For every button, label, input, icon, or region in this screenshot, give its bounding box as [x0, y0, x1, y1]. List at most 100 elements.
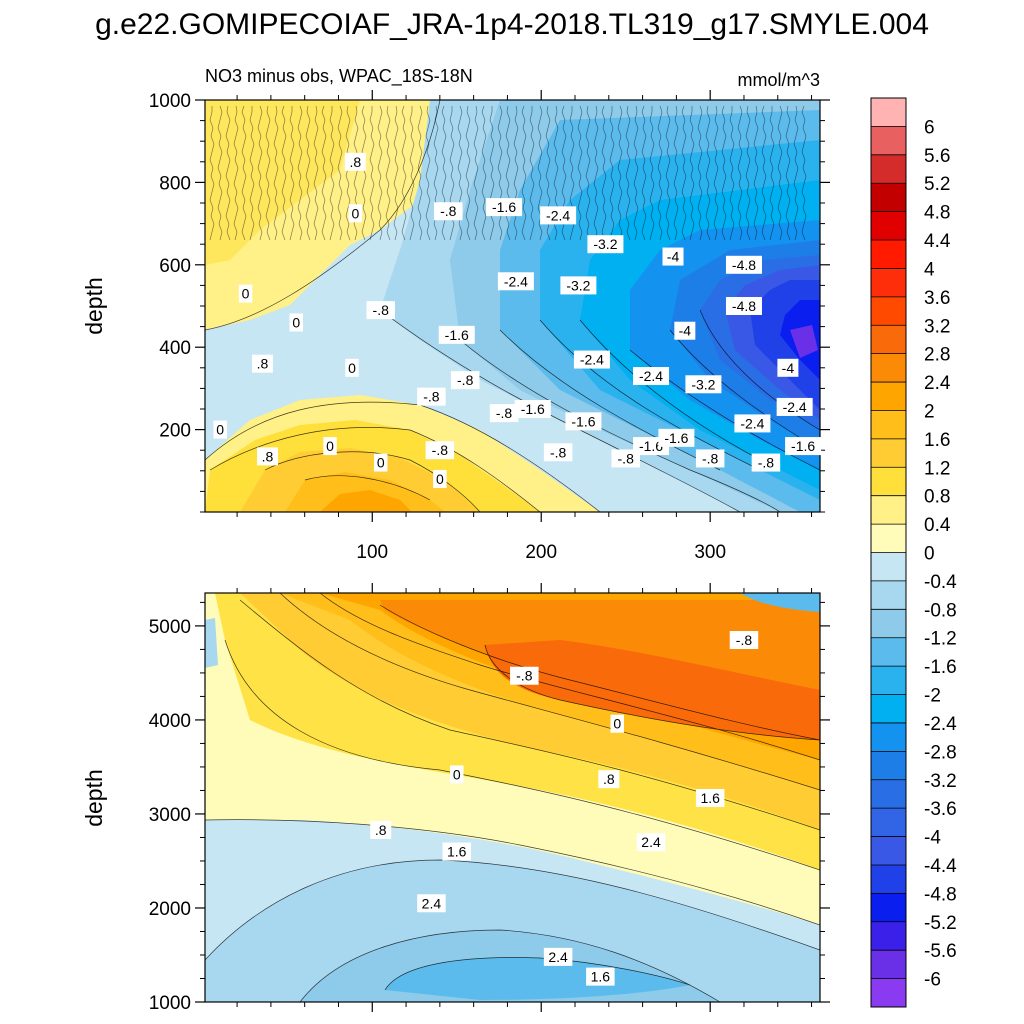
top-contour-label: 0: [213, 420, 227, 439]
top-contour-label: 0: [373, 453, 388, 472]
colorbar-swatch: [871, 154, 906, 184]
top-panel: NO3 minus obs, WPAC_18S-18N mmol/m^3: [81, 66, 830, 563]
svg-text:0: 0: [348, 360, 356, 376]
top-x-tick-label: 100: [356, 542, 388, 563]
svg-text:.8: .8: [257, 356, 269, 372]
svg-text:-.8: -.8: [550, 444, 567, 460]
colorbar-swatch: [871, 296, 906, 326]
colorbar-label: -4.8: [924, 884, 957, 905]
svg-text:-4.8: -4.8: [732, 257, 756, 273]
top-contour-label: -2.4: [633, 367, 670, 386]
top-contour-label: -1.6: [438, 325, 475, 344]
top-y-axis: 200 400 600 800 1000: [149, 91, 830, 513]
colorbar-label: -3.6: [924, 799, 957, 820]
colorbar-swatch: [871, 183, 906, 212]
svg-text:0: 0: [326, 438, 334, 454]
top-x-tick-label: 300: [694, 542, 726, 563]
top-contour-label: -3.2: [587, 235, 624, 254]
colorbar-label: -0.4: [924, 572, 957, 593]
svg-text:-4: -4: [667, 249, 680, 265]
svg-text:1.6: 1.6: [591, 969, 611, 985]
bottom-contour-label: 0: [449, 765, 464, 784]
colorbar-label: -2: [924, 686, 941, 707]
colorbar-swatch: [871, 211, 906, 241]
top-x-tick-label: 200: [525, 542, 557, 563]
top-contour-label: -4: [674, 321, 696, 340]
colorbar-label: -2.4: [924, 714, 957, 735]
svg-text:-1.6: -1.6: [571, 413, 595, 429]
svg-text:-2.4: -2.4: [504, 273, 528, 289]
top-contour-label: -2.4: [540, 206, 577, 225]
svg-text:.8: .8: [375, 822, 387, 838]
svg-text:-2.4: -2.4: [740, 415, 764, 431]
top-contour-label: -1.6: [565, 412, 602, 431]
top-contour-label: 0: [289, 313, 303, 332]
svg-text:2.4: 2.4: [422, 895, 442, 911]
svg-text:-4: -4: [782, 360, 795, 376]
svg-text:-.8: -.8: [373, 302, 390, 318]
colorbar-label: -0.8: [924, 600, 957, 621]
bottom-contour-label: 2.4: [636, 833, 666, 852]
colorbar-swatch: [871, 779, 906, 809]
bottom-contour-fill: [205, 593, 820, 1002]
top-contour-label: .8: [344, 152, 366, 171]
bottom-ylabel: depth: [81, 769, 107, 827]
colorbar-label: 0: [924, 544, 935, 565]
top-contour-fill: [205, 100, 820, 512]
top-x-axis: 100 200 300: [236, 90, 813, 563]
colorbar-swatch: [871, 495, 906, 525]
top-contour-label: -.8: [695, 449, 725, 468]
colorbar-label: 4.4: [924, 231, 951, 252]
top-contour-label: -2.4: [776, 397, 813, 416]
top-subtitle-right: mmol/m^3: [738, 70, 820, 90]
colorbar-label: -4.4: [924, 856, 957, 877]
svg-text:-4.8: -4.8: [732, 298, 756, 314]
top-contour-label: 0: [345, 358, 359, 377]
svg-text:0: 0: [453, 766, 461, 782]
top-contour-label: -4: [777, 358, 799, 377]
top-contour-label: -4.8: [725, 297, 762, 315]
colorbar-label: 3.6: [924, 288, 950, 309]
colorbar-swatch: [871, 666, 906, 695]
svg-text:-1.6: -1.6: [521, 401, 545, 417]
colorbar-label: 4.8: [924, 203, 950, 224]
top-contour-label: -4: [662, 247, 684, 266]
svg-text:-.8: -.8: [618, 450, 635, 466]
colorbar: 6 5.6 5.2 4.8 4.4 4 3.6 3.2 2.8 2.4 2 1.6 1.2 0.8 0.4 0…: [870, 97, 957, 1008]
top-contour-label: -.8: [543, 443, 573, 462]
svg-text:-4: -4: [679, 323, 692, 339]
bottom-contour-label: 1.6: [695, 788, 725, 807]
bottom-contour-label: .8: [370, 820, 392, 839]
svg-text:.8: .8: [603, 771, 615, 787]
svg-text:0: 0: [613, 716, 621, 732]
svg-text:0: 0: [242, 286, 250, 302]
top-contour-label: -.8: [366, 301, 395, 320]
svg-text:-.8: -.8: [423, 389, 440, 405]
bottom-panel: 1000 2000 3000 4000 5000 depth 1.6 2.4 2.4 1.6.…: [81, 583, 830, 1014]
colorbar-swatch: [871, 98, 906, 127]
colorbar-label: 0.4: [924, 515, 951, 536]
colorbar-swatch: [871, 126, 906, 156]
svg-text:0: 0: [436, 471, 444, 487]
top-contour-label: .8: [251, 354, 273, 373]
top-y-tick-label: 600: [159, 256, 191, 277]
top-contour-label: -.8: [434, 202, 463, 221]
svg-text:-.8: -.8: [496, 405, 513, 421]
svg-text:0: 0: [377, 455, 385, 471]
top-contour-label: -3.2: [685, 375, 722, 394]
colorbar-label: -6: [924, 970, 941, 991]
bottom-y-tick-label: 4000: [149, 711, 191, 732]
top-contour-label: -.8: [751, 453, 781, 472]
bottom-y-axis: 1000 2000 3000 4000 5000: [149, 601, 830, 1014]
colorbar-swatch: [871, 438, 906, 468]
colorbar-swatch: [871, 410, 906, 440]
svg-text:.8: .8: [350, 154, 362, 170]
colorbar-swatch: [871, 580, 906, 610]
svg-text:2.4: 2.4: [641, 834, 661, 850]
colorbar-swatch: [871, 893, 906, 923]
svg-text:-3.2: -3.2: [566, 277, 590, 293]
svg-text:-3.2: -3.2: [691, 376, 715, 392]
colorbar-swatch: [871, 864, 906, 894]
